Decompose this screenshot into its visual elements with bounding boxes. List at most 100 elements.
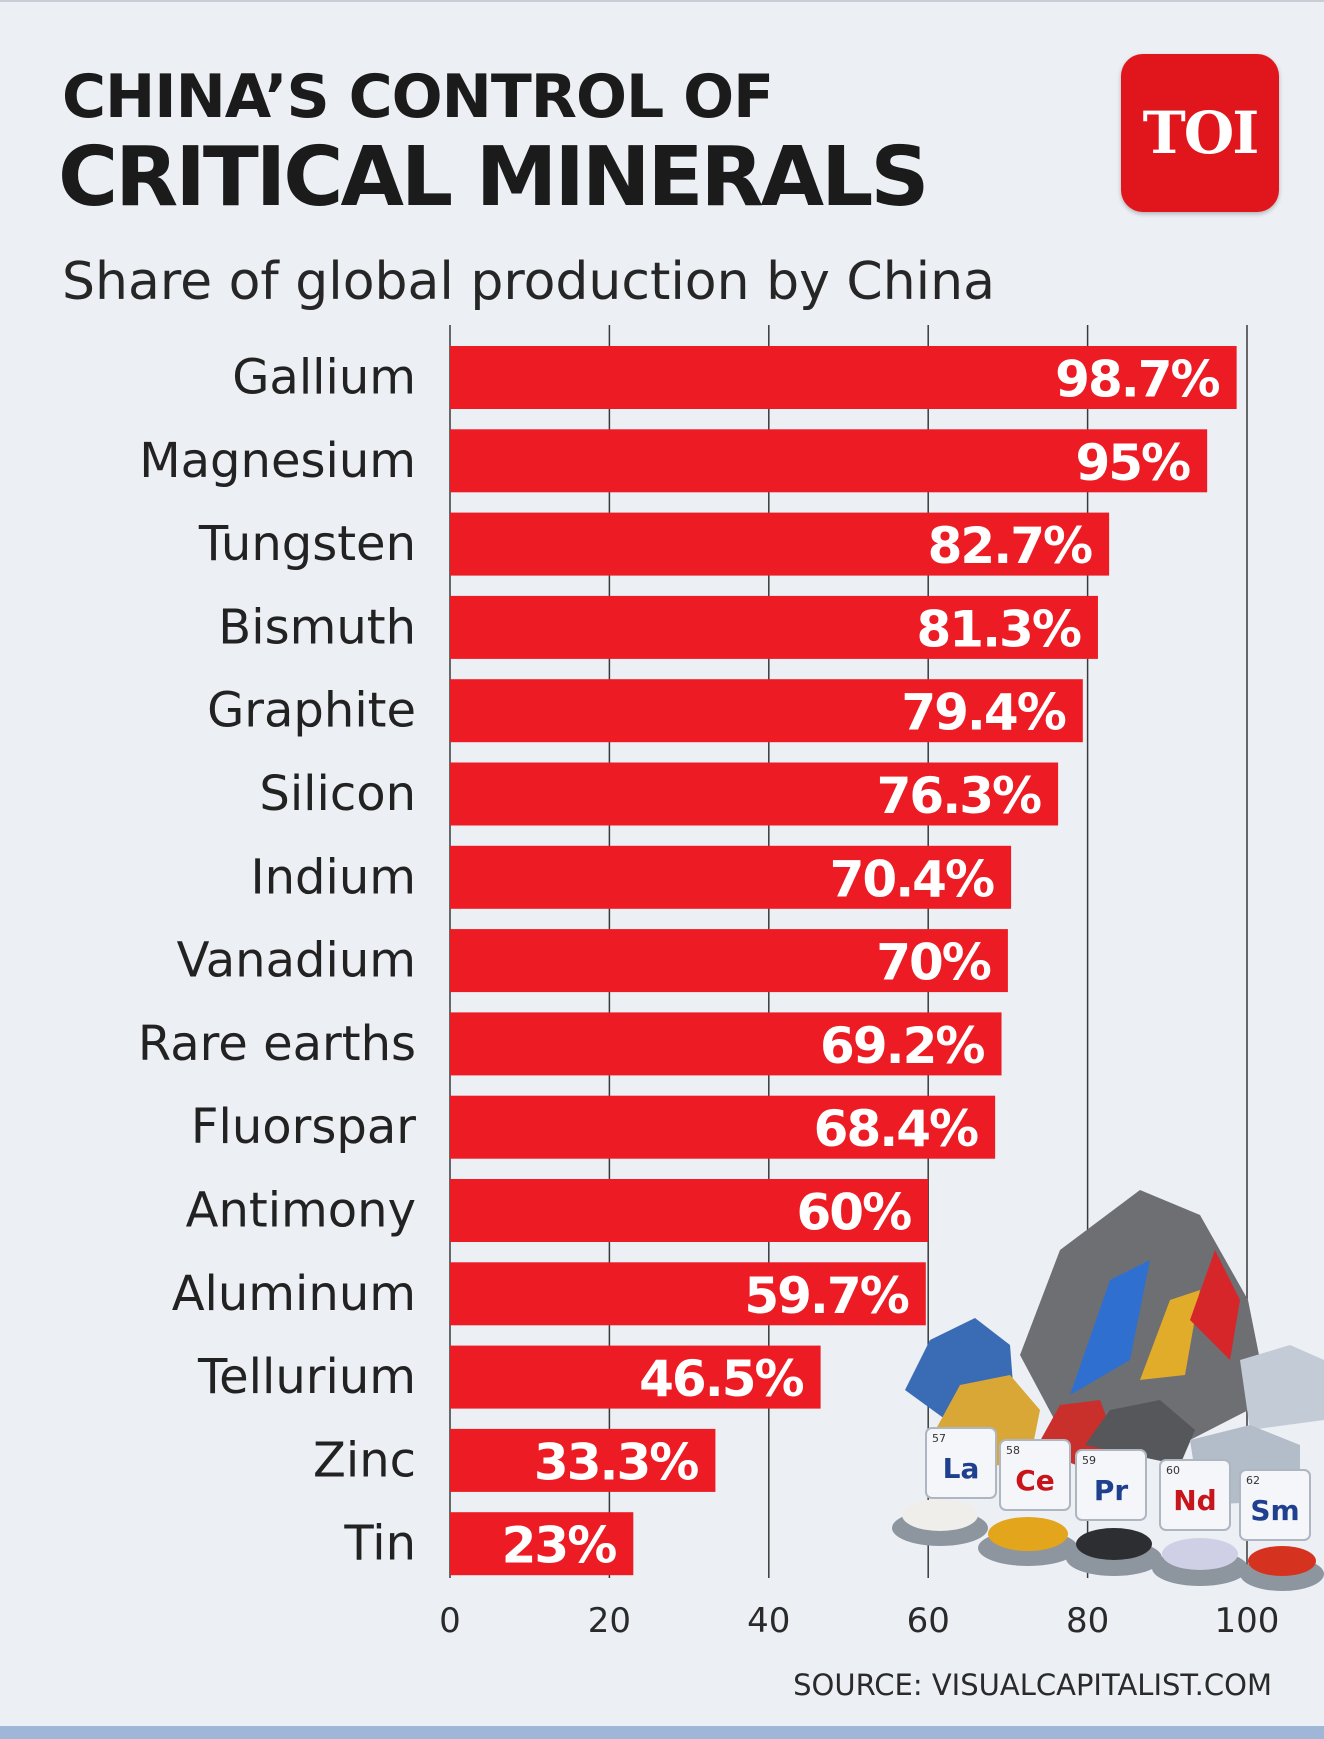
data-label: 69.2%: [820, 1017, 984, 1075]
element-symbol: Ce: [1015, 1464, 1055, 1497]
data-label: 68.4%: [814, 1100, 978, 1158]
source-note: SOURCE: VISUALCAPITALIST.COM: [793, 1668, 1272, 1702]
data-label: 76.3%: [877, 767, 1041, 825]
element-number: 57: [932, 1432, 946, 1445]
bar: [450, 1012, 1002, 1076]
metal-cube-shape: [1240, 1345, 1324, 1430]
bar-row: Tungsten 82.7%: [198, 512, 1110, 576]
data-label: 82.7%: [928, 517, 1092, 575]
element-tile-face: [1239, 1469, 1311, 1541]
category-label: Vanadium: [177, 933, 416, 989]
element-number: 60: [1166, 1464, 1180, 1477]
bar-row: Gallium 98.7%: [232, 346, 1237, 409]
x-tick-label: 100: [1215, 1601, 1280, 1641]
element-tiles: 57 La 58 Ce 59 Pr 60 Nd 62 Sm: [925, 1427, 1311, 1541]
element-number: 59: [1082, 1454, 1096, 1467]
bar-row: Tellurium 46.5%: [197, 1345, 821, 1409]
bar-row: Zinc 33.3%: [313, 1428, 716, 1492]
bar-row: Magnesium 95%: [139, 429, 1208, 493]
toi-logo-text: TOI: [1142, 99, 1260, 167]
element-tile-face: [999, 1439, 1071, 1511]
category-label: Tungsten: [198, 516, 416, 572]
rock-blue-vein: [1070, 1260, 1150, 1395]
small-grey-rock: [1085, 1400, 1195, 1465]
data-label: 79.4%: [901, 684, 1065, 742]
title-line-2: CRITICAL MINERALS: [58, 130, 929, 225]
element-tile: 59 Pr: [1075, 1449, 1147, 1521]
data-label: 95%: [1075, 434, 1190, 492]
data-label: 33.3%: [534, 1433, 698, 1491]
bottom-rule: [0, 1726, 1324, 1739]
bar-row: Silicon 76.3%: [259, 762, 1059, 826]
element-tile: 58 Ce: [999, 1439, 1071, 1511]
bar: [450, 1179, 929, 1242]
category-label: Bismuth: [218, 599, 416, 655]
element-number: 58: [1006, 1444, 1020, 1457]
toi-logo: TOI: [1121, 54, 1279, 212]
chart-subtitle: Share of global production by China: [62, 252, 995, 312]
bar: [450, 762, 1059, 826]
data-label: 70%: [876, 934, 991, 992]
x-tick-label: 20: [588, 1601, 631, 1641]
powder-pile-red: [1248, 1546, 1316, 1576]
category-label: Graphite: [207, 683, 416, 739]
element-tile-face: [1075, 1449, 1147, 1521]
bar: [450, 512, 1110, 576]
bar: [450, 1345, 821, 1409]
element-tile-face: [925, 1427, 997, 1499]
bar-row: Vanadium 70%: [177, 929, 1008, 993]
element-number: 62: [1246, 1474, 1260, 1487]
category-label: Tin: [343, 1516, 416, 1572]
category-label: Indium: [250, 849, 416, 905]
bar: [450, 929, 1008, 993]
x-tick-label: 60: [907, 1601, 950, 1641]
category-label: Gallium: [232, 350, 416, 406]
element-symbol: Pr: [1094, 1474, 1129, 1507]
category-label: Antimony: [186, 1183, 416, 1239]
category-label: Silicon: [259, 766, 416, 822]
rock-gold-vein: [1140, 1290, 1200, 1380]
x-tick-label: 0: [439, 1601, 461, 1641]
bar-row: Tin 23%: [343, 1512, 634, 1576]
data-label: 70.4%: [830, 850, 994, 908]
powder-pile-white: [902, 1499, 978, 1531]
category-label: Zinc: [313, 1432, 416, 1488]
bar-row: Bismuth 81.3%: [218, 595, 1098, 659]
bar-row: Graphite 79.4%: [207, 679, 1083, 743]
category-label: Magnesium: [139, 433, 416, 489]
bar: [450, 1095, 996, 1159]
category-label: Fluorspar: [191, 1099, 416, 1155]
x-tick-labels: 0 20 40 60 80 100: [439, 1601, 1279, 1641]
data-label: 98.7%: [1055, 351, 1219, 409]
element-tile: 62 Sm: [1239, 1469, 1311, 1541]
bar: [450, 1428, 716, 1492]
element-symbol: La: [943, 1452, 980, 1485]
bars: Gallium 98.7% Magnesium 95% Tungsten 82.7% Bis…: [138, 346, 1237, 1576]
bar: [450, 429, 1208, 493]
data-label: 60%: [797, 1184, 912, 1242]
powder-pile-lilac: [1162, 1538, 1238, 1570]
bar: [450, 595, 1098, 659]
data-label: 59.7%: [744, 1267, 908, 1325]
bar-row: Rare earths 69.2%: [138, 1012, 1002, 1076]
category-label: Rare earths: [138, 1016, 416, 1072]
category-label: Tellurium: [197, 1349, 416, 1405]
bar: [450, 1262, 926, 1326]
bar: [450, 1512, 634, 1576]
bar: [450, 845, 1012, 909]
bar-row: Antimony 60%: [186, 1179, 929, 1242]
bar-row: Aluminum 59.7%: [172, 1262, 926, 1326]
bar: [450, 679, 1083, 743]
category-label: Aluminum: [172, 1266, 416, 1322]
powder-pile-yellow: [988, 1517, 1068, 1551]
element-tile: 60 Nd: [1159, 1459, 1231, 1531]
element-symbol: Nd: [1173, 1484, 1216, 1517]
rock-red-vein: [1190, 1250, 1240, 1360]
powder-pile-black: [1076, 1528, 1152, 1560]
x-tick-label: 80: [1066, 1601, 1109, 1641]
data-label: 46.5%: [639, 1350, 803, 1408]
top-rule: [0, 0, 1324, 2]
element-symbol: Sm: [1250, 1494, 1299, 1527]
data-label: 23%: [502, 1517, 617, 1575]
bar: [450, 346, 1237, 409]
